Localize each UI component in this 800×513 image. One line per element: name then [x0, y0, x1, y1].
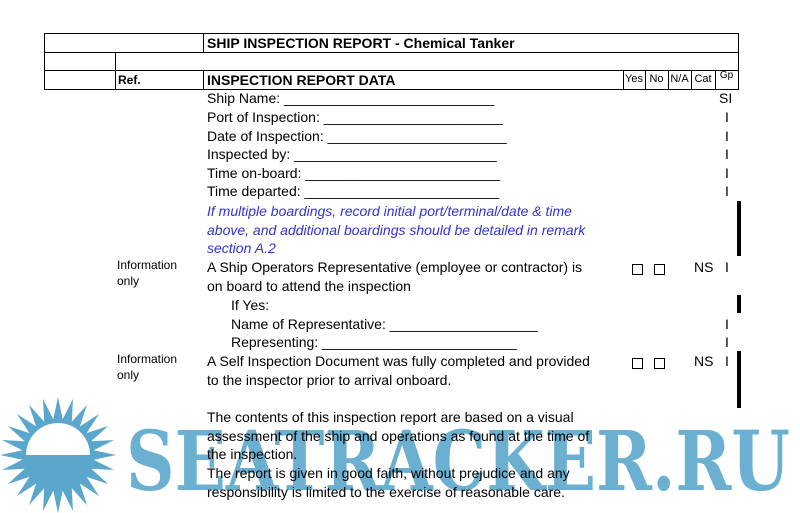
table-border — [115, 52, 116, 90]
time-departed-field[interactable]: Time departed: _________________________ — [207, 183, 500, 199]
col-no: No — [649, 73, 664, 85]
gp-value: I — [725, 259, 729, 275]
gp-value: I — [725, 183, 729, 199]
disclaimer-line: the inspection. — [207, 446, 298, 462]
table-border — [668, 70, 669, 90]
time-onboard-field[interactable]: Time on-board: _________________________ — [207, 165, 500, 181]
question-text: to the inspector prior to arrival onboar… — [207, 372, 452, 388]
table-border — [44, 89, 739, 90]
table-border — [44, 33, 45, 90]
note-line: If multiple boardings, record initial po… — [207, 203, 572, 219]
ship-name-field[interactable]: Ship Name: ___________________________ — [207, 90, 495, 106]
table-border — [44, 52, 739, 53]
ref-info: Information — [117, 352, 178, 366]
gp-value: I — [725, 316, 729, 332]
no-checkbox[interactable] — [654, 264, 665, 275]
disclaimer-line: The contents of this inspection report a… — [207, 409, 574, 425]
gp-value: SI — [719, 90, 733, 106]
cat-value: NS — [694, 259, 714, 275]
watermark-text: SEATRACKER.RU — [126, 414, 790, 510]
table-border — [203, 70, 204, 90]
table-border — [715, 70, 716, 90]
table-border — [691, 70, 692, 90]
note-line: section A.2 — [207, 240, 276, 256]
change-bar — [737, 201, 741, 256]
port-field[interactable]: Port of Inspection: ____________________… — [207, 109, 503, 125]
yes-checkbox[interactable] — [632, 358, 643, 369]
no-checkbox[interactable] — [654, 358, 665, 369]
col-cat: Cat — [694, 73, 712, 85]
watermark-logo: SEATRACKER.RU — [0, 397, 790, 513]
date-field[interactable]: Date of Inspection: ____________________… — [207, 128, 507, 144]
gp-value: I — [725, 353, 729, 369]
ref-info: Information — [117, 258, 178, 272]
question-text: on board to attend the inspection — [207, 278, 411, 294]
col-yes: Yes — [625, 73, 643, 85]
table-border — [645, 70, 646, 90]
gp-value: I — [725, 334, 729, 350]
table-border — [44, 33, 739, 34]
if-yes-label: If Yes: — [231, 297, 270, 313]
table-border — [203, 33, 204, 52]
ref-info: only — [117, 274, 140, 288]
col-gp: Gp — [719, 70, 734, 81]
question-text: A Ship Operators Representative (employe… — [207, 259, 583, 275]
change-bar — [737, 351, 741, 408]
change-bar — [737, 295, 741, 313]
table-border — [738, 33, 739, 90]
yes-checkbox[interactable] — [632, 264, 643, 275]
gp-value: I — [725, 165, 729, 181]
sun-icon — [0, 397, 116, 513]
representative-field[interactable]: Name of Representative: ________________… — [231, 316, 538, 332]
disclaimer-line: assessment of the ship and operations as… — [207, 428, 590, 444]
table-border — [44, 70, 739, 71]
gp-value: I — [725, 109, 729, 125]
inspector-field[interactable]: Inspected by: __________________________ — [207, 146, 497, 162]
disclaimer-line: The report is given in good faith, witho… — [207, 465, 570, 481]
table-border — [623, 70, 624, 90]
question-text: A Self Inspection Document was fully com… — [207, 353, 590, 369]
representing-field[interactable]: Representing: _________________________ — [231, 334, 517, 350]
report-title: SHIP INSPECTION REPORT - Chemical Tanker — [207, 35, 515, 51]
ref-header: Ref. — [118, 73, 141, 87]
cat-value: NS — [694, 353, 714, 369]
gp-value: I — [725, 128, 729, 144]
section-title: INSPECTION REPORT DATA — [207, 72, 396, 88]
disclaimer-line: responsibility is limited to the exercis… — [207, 484, 565, 500]
note-line: above, and additional boardings should b… — [207, 222, 586, 238]
gp-value: I — [725, 146, 729, 162]
col-na: N/A — [670, 73, 689, 85]
ref-info: only — [117, 368, 140, 382]
